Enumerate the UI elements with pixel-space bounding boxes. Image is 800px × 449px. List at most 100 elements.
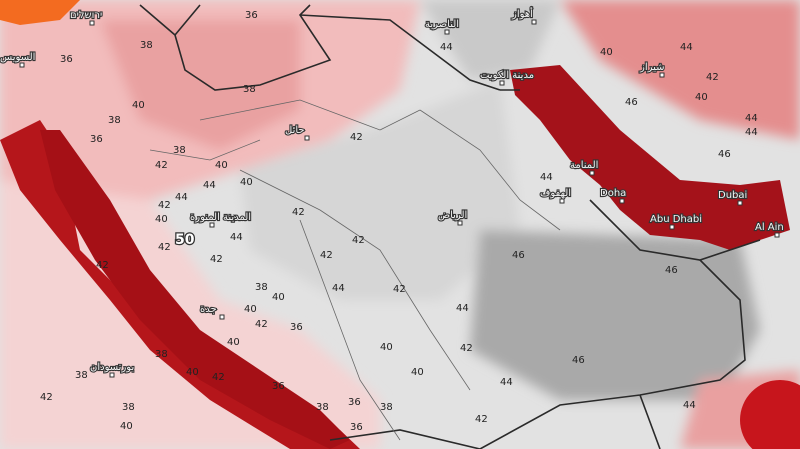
city-marker <box>19 62 25 68</box>
city-labels: ירושלים السويس حائل المدينة المنورة الرياض جد… <box>0 6 785 378</box>
country-borders <box>139 4 761 449</box>
city-marker <box>89 20 95 26</box>
isotherm-label: 44 <box>440 42 453 53</box>
isotherm-label: 36 <box>272 381 285 392</box>
isotherm-label: 42 <box>352 235 365 246</box>
city-marker <box>304 135 310 141</box>
isotherm-label: 38 <box>255 282 268 293</box>
city-label: المنامة <box>570 160 598 171</box>
hot-spot-mediterranean <box>0 0 80 25</box>
isotherm-label: 40 <box>411 367 424 378</box>
isotherm-label: 44 <box>456 303 469 314</box>
isotherm-label: 40 <box>215 160 228 171</box>
land-central-gray <box>240 80 520 300</box>
isotherm-label: 38 <box>243 84 256 95</box>
isotherm-label: 42 <box>292 207 305 218</box>
isotherm-label: 38 <box>122 402 135 413</box>
isotherm-label: 40 <box>380 342 393 353</box>
isotherm-label: 44 <box>540 172 553 183</box>
isotherm-label: 40 <box>272 292 285 303</box>
isotherm-label: 42 <box>96 260 109 271</box>
isotherm-label: 42 <box>393 284 406 295</box>
isotherm-label: 46 <box>512 250 525 261</box>
city-marker <box>219 314 225 320</box>
province-borders <box>149 99 561 441</box>
city-marker <box>457 220 463 226</box>
isotherm-label: 46 <box>718 149 731 160</box>
city-label: Doha <box>600 188 626 199</box>
red-sea-core <box>40 130 350 449</box>
city-label: Abu Dhabi <box>650 214 702 225</box>
isotherm-label: 40 <box>227 337 240 348</box>
isotherm-label: 44 <box>230 232 243 243</box>
city-label: مدينة الكويت <box>480 70 534 81</box>
isotherm-label: 38 <box>155 349 168 360</box>
city-marker <box>444 29 450 35</box>
isotherm-label: 44 <box>175 192 188 203</box>
city-marker <box>559 198 565 204</box>
land-iraq <box>420 0 560 80</box>
land-hot-jordan <box>100 20 300 150</box>
isotherm-label: 44 <box>683 400 696 411</box>
isotherm-label: 42 <box>255 319 268 330</box>
isotherm-label: 40 <box>132 100 145 111</box>
city-marker <box>109 372 115 378</box>
city-marker <box>659 72 665 78</box>
isotherm-label: 46 <box>572 355 585 366</box>
isotherm-label: 40 <box>600 47 613 58</box>
isotherm-labels: 36 38 36 40 38 38 36 38 40 42 40 42 44 42 44 40 44 42 42 42… <box>40 10 758 433</box>
isotherm-label: 44 <box>500 377 513 388</box>
isotherm-label: 40 <box>244 304 257 315</box>
red-sea <box>0 120 360 449</box>
isotherm-label: 38 <box>108 115 121 126</box>
isotherm-label: 36 <box>60 54 73 65</box>
isotherm-label: 44 <box>745 127 758 138</box>
isotherm-label: 42 <box>155 160 168 171</box>
isotherm-label: 36 <box>348 397 361 408</box>
isotherm-label: 42 <box>212 372 225 383</box>
isotherm-label: 40 <box>120 421 133 432</box>
city-label: ירושלים <box>70 10 102 21</box>
isotherm-label: 42 <box>210 254 223 265</box>
city-label: جدة <box>200 304 217 315</box>
hot-spot-oman <box>740 380 800 449</box>
max-temperature-label: 50 <box>175 232 195 248</box>
isotherm-label: 36 <box>245 10 258 21</box>
city-label: السويس <box>0 52 35 63</box>
isotherm-label: 44 <box>203 180 216 191</box>
isotherm-label: 40 <box>186 367 199 378</box>
city-label: Dubai <box>718 190 747 201</box>
city-label: حائل <box>285 125 305 136</box>
isotherm-label: 44 <box>680 42 693 53</box>
isotherm-label: 42 <box>320 250 333 261</box>
isotherm-label: 36 <box>90 134 103 145</box>
isotherm-label: 36 <box>350 422 363 433</box>
city-marker <box>774 232 780 238</box>
land-iran <box>560 0 800 140</box>
isotherm-label: 44 <box>332 283 345 294</box>
isotherm-label: 40 <box>155 214 168 225</box>
city-label: الرياض <box>438 210 467 221</box>
isotherm-label: 44 <box>745 113 758 124</box>
persian-gulf <box>510 65 790 250</box>
isotherm-label: 42 <box>706 72 719 83</box>
isotherm-label: 42 <box>350 132 363 143</box>
city-label: Al Ain <box>755 222 784 233</box>
city-label: المدينة المنورة <box>190 212 251 223</box>
isotherm-label: 38 <box>140 40 153 51</box>
city-label: شيراز <box>639 62 665 73</box>
land-rub-al-khali <box>470 230 760 400</box>
isotherm-label: 42 <box>158 200 171 211</box>
city-marker <box>737 200 743 206</box>
isotherm-label: 46 <box>625 97 638 108</box>
isotherm-label: 42 <box>40 392 53 403</box>
city-marker <box>619 198 625 204</box>
city-label: الناصرية <box>425 19 459 30</box>
isotherm-label: 38 <box>173 145 186 156</box>
isotherm-label: 42 <box>158 242 171 253</box>
isotherm-label: 42 <box>460 343 473 354</box>
city-marker <box>669 224 675 230</box>
isotherm-label: 38 <box>75 370 88 381</box>
